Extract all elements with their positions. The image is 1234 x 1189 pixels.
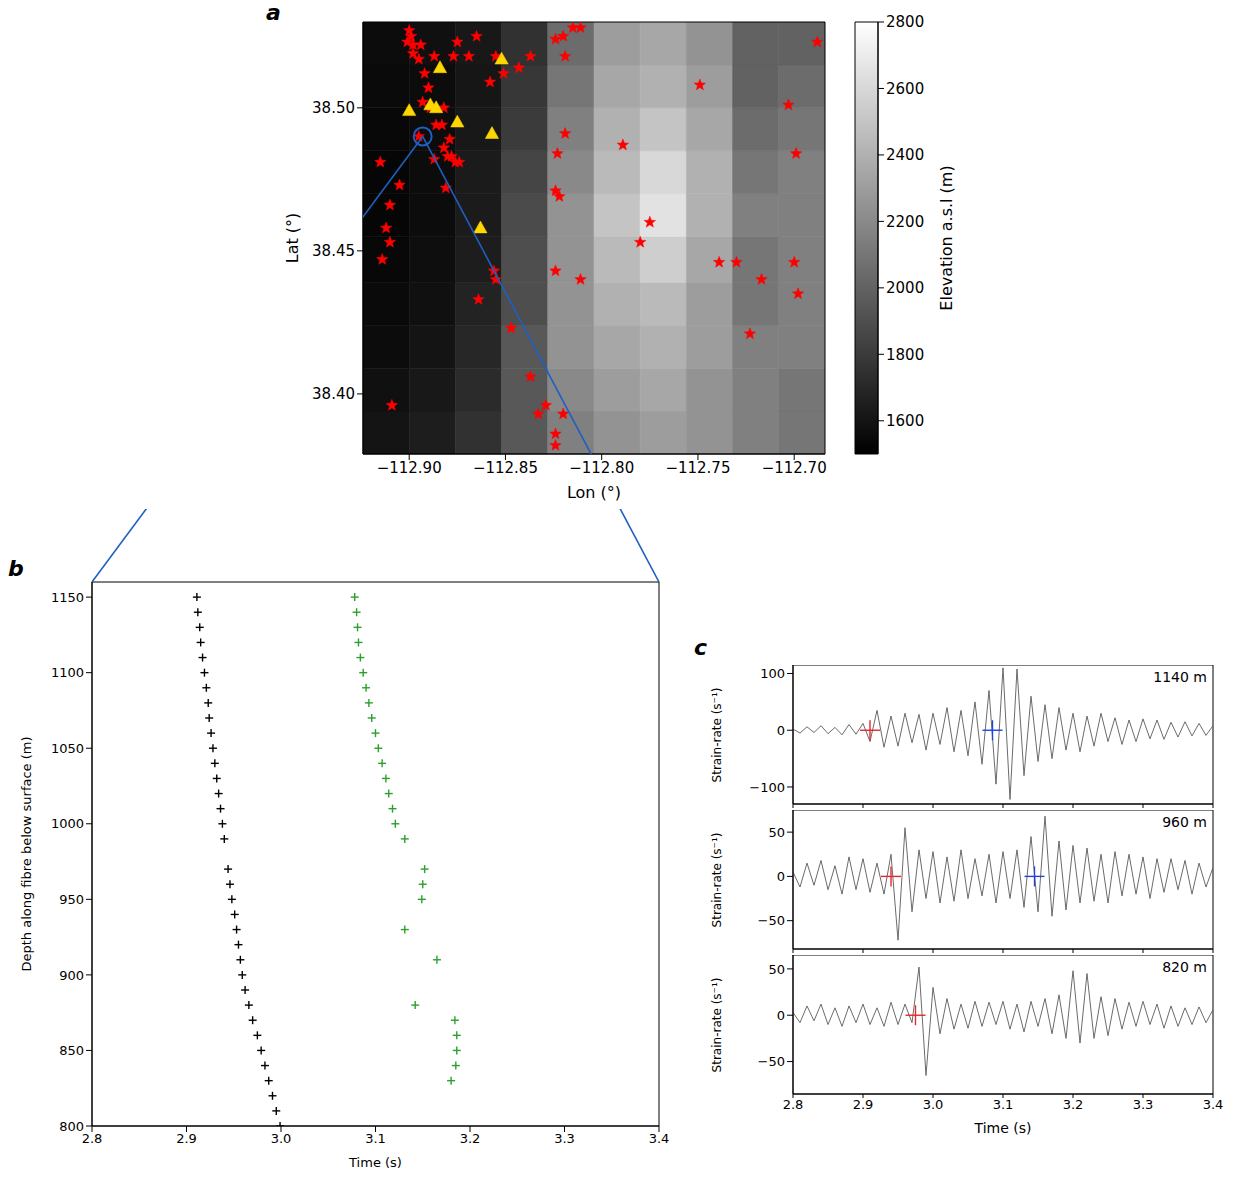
html-text:820 m: 820 m — [1162, 959, 1207, 975]
svg-text:1600: 1600 — [886, 412, 924, 430]
html-text:Strain-rate (s⁻¹): Strain-rate (s⁻¹) — [710, 687, 724, 782]
svg-text:0: 0 — [777, 869, 785, 884]
svg-text:2800: 2800 — [886, 13, 924, 31]
svg-text:3.3: 3.3 — [554, 1131, 575, 1146]
html-text:Strain-rate (s⁻¹): Strain-rate (s⁻¹) — [710, 977, 724, 1072]
svg-text:38.50: 38.50 — [312, 99, 355, 117]
svg-text:−112.90: −112.90 — [377, 459, 442, 477]
svg-text:100: 100 — [760, 666, 785, 681]
svg-text:3.2: 3.2 — [1063, 1097, 1084, 1112]
html-text:c: c — [694, 635, 707, 660]
svg-text:800: 800 — [59, 1119, 84, 1134]
svg-text:1000: 1000 — [51, 816, 84, 831]
svg-text:1800: 1800 — [886, 346, 924, 364]
svg-text:2.9: 2.9 — [853, 1097, 874, 1112]
svg-text:3.4: 3.4 — [649, 1131, 670, 1146]
svg-text:−112.75: −112.75 — [665, 459, 730, 477]
svg-text:3.0: 3.0 — [271, 1131, 292, 1146]
svg-text:950: 950 — [59, 892, 84, 907]
svg-text:0: 0 — [777, 1008, 785, 1023]
html-text:960 m: 960 m — [1162, 814, 1207, 830]
svg-text:1050: 1050 — [51, 741, 84, 756]
svg-text:−112.85: −112.85 — [473, 459, 538, 477]
svg-text:38.40: 38.40 — [312, 385, 355, 403]
html-text:Time (s): Time (s) — [974, 1120, 1032, 1136]
svg-text:3.2: 3.2 — [460, 1131, 481, 1146]
svg-text:38.45: 38.45 — [312, 242, 355, 260]
html-text:b: b — [8, 556, 24, 581]
svg-text:1150: 1150 — [51, 590, 84, 605]
svg-text:3.4: 3.4 — [1203, 1097, 1224, 1112]
html-text:a: a — [266, 0, 281, 25]
svg-text:2400: 2400 — [886, 146, 924, 164]
html-text:Lon (°): Lon (°) — [566, 482, 622, 502]
html-text:Lat (°): Lat (°) — [282, 212, 302, 264]
svg-text:3.0: 3.0 — [923, 1097, 944, 1112]
svg-text:2200: 2200 — [886, 213, 924, 231]
svg-text:3.1: 3.1 — [365, 1131, 386, 1146]
html-text:Elevation a.s.l (m): Elevation a.s.l (m) — [936, 165, 956, 311]
svg-text:50: 50 — [768, 825, 785, 840]
svg-text:2600: 2600 — [886, 80, 924, 98]
svg-text:−50: −50 — [758, 1054, 785, 1069]
html-text:Strain-rate (s⁻¹): Strain-rate (s⁻¹) — [710, 832, 724, 927]
html-text:Time (s): Time (s) — [349, 1154, 402, 1170]
svg-text:1100: 1100 — [51, 665, 84, 680]
svg-text:2.8: 2.8 — [783, 1097, 804, 1112]
svg-text:−100: −100 — [749, 780, 785, 795]
html-text:1140 m: 1140 m — [1153, 669, 1207, 685]
svg-text:900: 900 — [59, 968, 84, 983]
svg-text:−50: −50 — [758, 913, 785, 928]
svg-text:−112.80: −112.80 — [569, 459, 634, 477]
svg-text:50: 50 — [768, 962, 785, 977]
svg-text:−112.70: −112.70 — [762, 459, 827, 477]
svg-text:2000: 2000 — [886, 279, 924, 297]
svg-text:2.8: 2.8 — [82, 1131, 103, 1146]
svg-text:3.3: 3.3 — [1133, 1097, 1154, 1112]
svg-text:850: 850 — [59, 1043, 84, 1058]
svg-text:0: 0 — [777, 723, 785, 738]
svg-text:2.9: 2.9 — [176, 1131, 197, 1146]
html-text:Depth along fibre below surfac: Depth along fibre below surface (m) — [18, 736, 34, 972]
svg-text:3.1: 3.1 — [993, 1097, 1014, 1112]
